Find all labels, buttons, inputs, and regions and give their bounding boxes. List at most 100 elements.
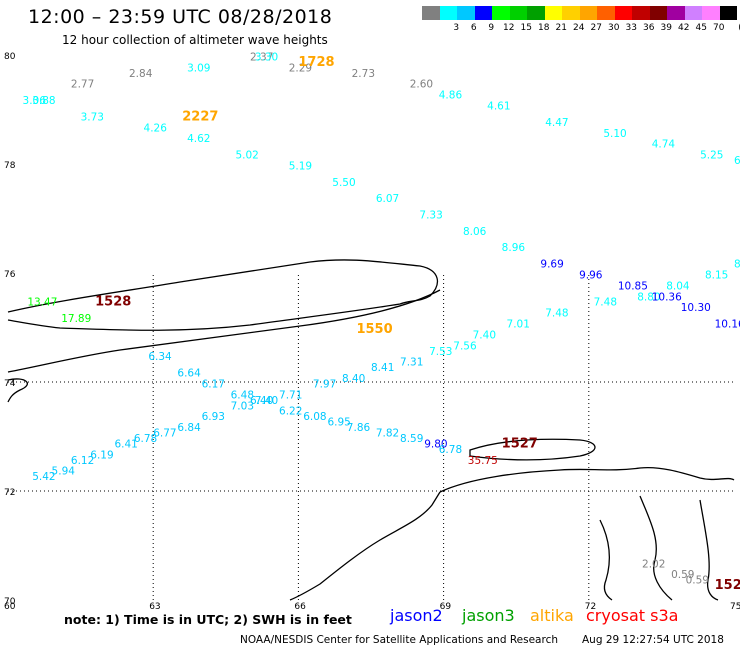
wave-height-value: 6.77	[153, 428, 176, 440]
wave-height-value: 4.61	[487, 101, 510, 113]
wave-height-value: 0.59	[686, 575, 709, 587]
scale-swatch	[614, 6, 632, 20]
scale-swatch	[457, 6, 475, 20]
wave-height-value: 6	[734, 155, 740, 167]
wave-height-value: 6.78	[439, 444, 462, 456]
coastline	[7, 378, 28, 403]
wave-height-value: 6.34	[148, 351, 172, 363]
wave-height-value: 6.19	[90, 449, 113, 461]
wave-height-value: 5.94	[52, 466, 76, 478]
longitude-label: 69	[440, 602, 452, 612]
scale-label: 15	[520, 23, 532, 33]
wave-height-value: 2.77	[71, 79, 94, 91]
scale-swatch	[667, 6, 685, 20]
wave-height-value: 4.26	[144, 122, 168, 134]
scale-swatch	[527, 6, 545, 20]
wave-height-value: 13.47	[27, 297, 57, 309]
scale-swatch	[649, 6, 667, 20]
wave-height-value: 8.96	[502, 242, 526, 254]
wave-height-value: 5.50	[332, 177, 355, 189]
coastline	[639, 495, 673, 601]
coastline	[699, 499, 719, 601]
scale-unit-label: (ft)	[733, 23, 740, 33]
wave-height-value: 9.80	[424, 438, 447, 450]
satellite-legend-item: jason3	[462, 606, 515, 625]
wave-height-value: 7.71	[279, 389, 302, 401]
wave-height-value: 10.30	[681, 302, 711, 314]
wave-height-value: 9.69	[540, 259, 563, 271]
coastline	[599, 519, 613, 601]
latitude-label: 76	[4, 270, 16, 280]
credit-text: NOAA/NESDIS Center for Satellite Applica…	[240, 634, 558, 646]
scale-label: 27	[590, 23, 602, 33]
latitude-label: 80	[4, 52, 16, 62]
scale-swatch	[597, 6, 615, 20]
latitude-label: 70	[4, 597, 16, 607]
wave-height-value: 2.29	[289, 62, 312, 74]
scale-label: 6	[470, 23, 477, 33]
wave-height-value: 3.88	[32, 95, 55, 107]
scale-swatch	[474, 6, 492, 20]
wave-height-value: 2.02	[642, 558, 665, 570]
wave-height-value: 6.84	[177, 422, 201, 434]
satellite-legend-item: jason2	[390, 606, 443, 625]
scale-swatch	[562, 6, 580, 20]
wave-height-value: 7.03	[231, 400, 254, 412]
wave-height-value: 6.93	[202, 411, 225, 423]
wave-height-value: 6.07	[376, 193, 399, 205]
wave-height-value: 7.31	[400, 357, 423, 369]
pass-time-label: 1526	[715, 578, 740, 593]
wave-height-value: 4.62	[187, 133, 210, 145]
wave-height-value: 8.04	[666, 280, 690, 292]
wave-height-value: 7.48	[594, 297, 617, 309]
wave-height-value: 2.84	[129, 68, 153, 80]
wave-height-value: 3.09	[187, 62, 210, 74]
timestamp-text: Aug 29 12:27:54 UTC 2018	[582, 634, 724, 646]
wave-height-value: 10.85	[618, 280, 648, 292]
wave-height-value: 6.78	[134, 433, 157, 445]
wave-height-value: 8.06	[463, 226, 487, 238]
wave-height-value: 8.6	[734, 259, 740, 271]
wave-height-value: 3.30	[255, 51, 278, 63]
wave-height-value: 8.40	[342, 373, 365, 385]
wave-height-value: 7.40	[473, 329, 496, 341]
wave-height-value: 6.64	[177, 368, 201, 380]
wave-height-value: 3.06	[23, 95, 47, 107]
wave-height-value: 4.86	[439, 90, 463, 102]
wave-height-value: 10.36	[652, 291, 682, 303]
scale-label: 24	[573, 23, 585, 33]
wave-height-value: 7.86	[347, 422, 371, 434]
wave-height-value: 2.73	[352, 68, 375, 80]
note-text: note: 1) Time is in UTC; 2) SWH is in fe…	[64, 612, 352, 627]
wave-height-value: 6.40	[250, 395, 273, 407]
scale-swatch	[579, 6, 597, 20]
wave-height-value: 35.75	[468, 455, 498, 467]
wave-height-value: 5.19	[289, 160, 312, 172]
pass-time-label: 1528	[95, 295, 131, 310]
wave-height-value: 6.22	[279, 406, 302, 418]
wave-height-value: 4.74	[652, 139, 676, 151]
coastline	[289, 491, 441, 601]
scale-swatch	[439, 6, 457, 20]
wave-height-value: 7.97	[313, 378, 336, 390]
scale-label: 36	[643, 23, 655, 33]
wave-height-value: 5.10	[603, 128, 626, 140]
scale-label: 33	[625, 23, 637, 33]
scale-label: 42	[678, 23, 690, 33]
wave-height-value: 7.53	[429, 346, 452, 358]
scale-label: 18	[538, 23, 550, 33]
scale-label: 45	[695, 23, 707, 33]
wave-height-value: 10.16	[715, 319, 740, 331]
wave-height-value: 6.17	[202, 378, 225, 390]
scale-swatch	[719, 6, 737, 20]
wave-height-value: 7.82	[376, 428, 399, 440]
longitude-label: 66	[294, 602, 306, 612]
longitude-label: 72	[585, 602, 596, 612]
scale-label: 21	[555, 23, 567, 33]
wave-height-value: 5.02	[235, 150, 258, 162]
scale-swatch	[492, 6, 510, 20]
chart-title: 12:00 – 23:59 UTC 08/28/2018	[28, 6, 333, 28]
satellite-legend-item: altika	[530, 606, 574, 625]
longitude-label: 60	[4, 602, 16, 612]
